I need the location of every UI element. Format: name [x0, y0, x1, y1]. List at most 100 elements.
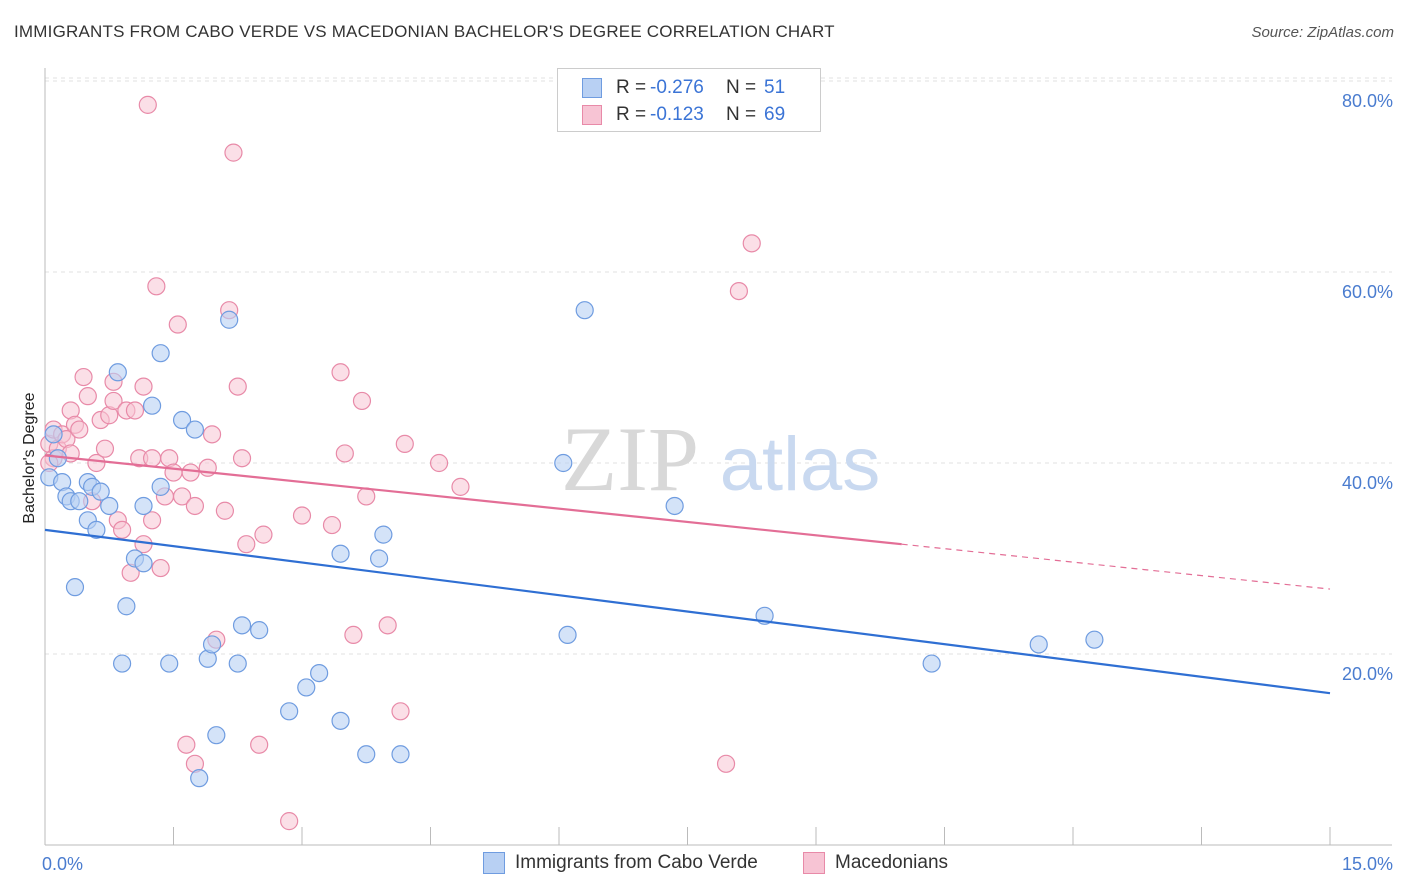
cabo-verde-point — [151, 344, 170, 363]
cabo-verde-point — [134, 554, 153, 573]
macedonians-point — [232, 449, 252, 468]
macedonians-point — [185, 496, 205, 516]
macedonians-point — [280, 812, 299, 831]
macedonians-point — [742, 234, 761, 253]
macedonians-point — [138, 95, 157, 114]
cabo-verde-point — [297, 678, 316, 697]
cabo-verde-trend-line — [44, 528, 1331, 695]
cabo-verde-point — [172, 410, 192, 430]
legend-n-value: 69 — [764, 104, 786, 125]
legend-r-value: -0.123 — [650, 104, 704, 125]
watermark: ZIP atlas — [561, 408, 880, 510]
macedonians-point — [95, 439, 115, 458]
macedonians-point — [292, 506, 312, 525]
cabo-verde-point — [220, 310, 239, 329]
macedonians-point — [177, 735, 196, 754]
cabo-verde-point — [250, 621, 269, 640]
macedonians-point — [716, 754, 736, 773]
macedonians-point — [378, 616, 397, 635]
x-tick-label: 0.0% — [42, 854, 83, 874]
cabo-verde-point — [331, 544, 350, 563]
cabo-verde-point — [232, 616, 252, 635]
chart-title: IMMIGRANTS FROM CABO VERDE VS MACEDONIAN… — [14, 22, 835, 41]
bottom-legend-swatch-pink — [803, 852, 825, 874]
macedonians-point — [215, 501, 234, 520]
legend-n-label: N = — [726, 104, 757, 125]
macedonians-point — [87, 453, 106, 473]
y-tick-label: 60.0% — [1342, 282, 1393, 302]
watermark-atlas: atlas — [720, 422, 881, 507]
cabo-verde-point — [142, 396, 162, 415]
cabo-verde-point — [575, 301, 594, 320]
cabo-verde-point — [70, 492, 89, 511]
cabo-verde-point — [310, 663, 329, 683]
legend-r-label: R = — [616, 104, 647, 125]
cabo-verde-point — [1085, 630, 1104, 649]
cabo-verde-point — [922, 654, 941, 673]
trend-lines — [44, 454, 1331, 695]
macedonians-point — [172, 487, 192, 506]
cabo-verde-point — [374, 525, 393, 544]
cabo-verde-point — [87, 520, 106, 539]
cabo-verde-point — [554, 453, 573, 473]
legend-r-label: R = — [616, 77, 647, 98]
cabo-verde-point — [190, 769, 209, 788]
macedonians-point — [228, 377, 247, 396]
cabo-verde-point — [100, 496, 119, 516]
bottom-legend-macedonians[interactable]: Macedonians — [803, 852, 948, 874]
y-tick-label: 20.0% — [1342, 664, 1393, 684]
macedonians-point — [224, 143, 243, 162]
legend-row-macedonians: R = -0.123 N = 69 — [582, 104, 785, 126]
chart-source: Source: ZipAtlas.com — [1251, 24, 1394, 41]
macedonians-point — [181, 463, 200, 482]
legend-row-cabo-verde: R = -0.276 N = 51 — [582, 77, 785, 99]
tick-labels: 20.0% 40.0% 60.0% 80.0% 0.0% 15.0% — [42, 91, 1393, 874]
legend-n-label: N = — [726, 77, 757, 98]
macedonians-point — [254, 525, 273, 544]
watermark-zip: ZIP — [561, 408, 699, 510]
macedonians-point — [125, 401, 145, 420]
macedonians-point — [395, 434, 414, 453]
cabo-verde-point — [151, 477, 170, 496]
macedonians-point — [104, 391, 123, 411]
macedonians-point — [147, 277, 166, 296]
cabo-verde-point — [370, 549, 389, 568]
bottom-legend-label: Macedonians — [835, 852, 949, 873]
macedonians-point — [250, 735, 269, 754]
macedonians-point — [78, 387, 97, 406]
macedonians-point — [70, 420, 89, 439]
cabo-verde-point — [207, 726, 226, 745]
cabo-verde-point — [228, 654, 247, 673]
macedonians-point — [168, 315, 187, 334]
legend-n-value: 51 — [764, 77, 786, 98]
cabo-verde-point — [185, 420, 205, 439]
bottom-legend-label: Immigrants from Cabo Verde — [515, 852, 758, 873]
y-axis-label: Bachelor's Degree — [21, 392, 38, 523]
cabo-verde-point — [391, 745, 410, 764]
bottom-legend-swatch-blue — [483, 852, 505, 874]
macedonians-point — [391, 702, 410, 721]
macedonians-point — [322, 515, 342, 535]
macedonians-point — [352, 391, 372, 411]
macedonians-point — [142, 511, 162, 530]
x-tick-label: 15.0% — [1342, 854, 1393, 874]
macedonians-point — [237, 535, 256, 554]
macedonians-point — [729, 282, 749, 301]
cabo-verde-point — [280, 702, 299, 721]
macedonians-trend-line — [44, 454, 902, 546]
macedonians-point — [344, 625, 363, 645]
bottom-legend-cabo-verde[interactable]: Immigrants from Cabo Verde — [483, 852, 758, 874]
y-tick-label: 40.0% — [1342, 473, 1393, 493]
macedonians-trend-extension — [901, 543, 1331, 590]
cabo-verde-point — [65, 578, 85, 597]
macedonians-point — [451, 477, 470, 496]
cabo-verde-point — [357, 745, 376, 764]
cabo-verde-point — [134, 496, 153, 516]
cabo-verde-point — [160, 654, 179, 673]
macedonians-point — [134, 377, 153, 396]
stats-legend: R = -0.276 N = 51 R = -0.123 N = 69 — [557, 68, 821, 132]
cabo-verde-point — [112, 654, 132, 673]
macedonians-point — [142, 449, 162, 468]
cabo-verde-points — [40, 301, 1104, 788]
